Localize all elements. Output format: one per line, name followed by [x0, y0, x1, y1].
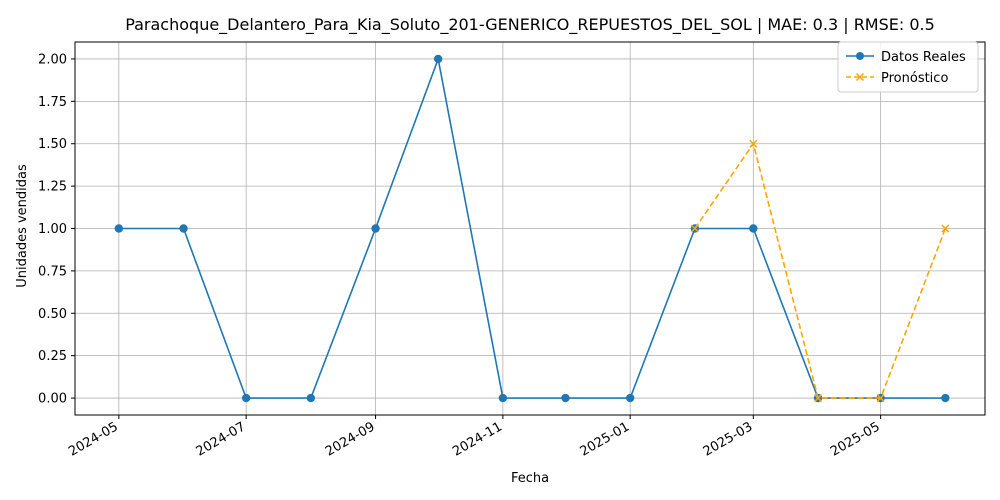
x-tick-label: 2024-07 [194, 419, 249, 459]
data-point-datos-reales [625, 393, 635, 403]
data-point-datos-reales [371, 224, 380, 233]
x-tick-label: 2025-05 [828, 419, 883, 459]
y-tick-label: 1.75 [38, 95, 67, 110]
data-point-datos-reales [306, 393, 316, 403]
y-tick-label: 1.50 [38, 137, 67, 152]
data-point-datos-reales [114, 224, 124, 233]
legend-label-datos-reales: Datos Reales [881, 50, 966, 65]
legend-box [837, 41, 979, 93]
data-point-datos-reales [179, 224, 188, 233]
x-tick-label: 2025-01 [578, 419, 633, 459]
data-point-pronostico [813, 394, 823, 403]
series-line-datos-reales [118, 55, 946, 399]
x-axis-label: Fecha [511, 471, 549, 486]
x-tick-label: 2024-05 [66, 419, 121, 459]
data-point-datos-reales [433, 54, 443, 64]
x-tick-label: 2024-09 [323, 419, 378, 459]
y-axis-ticks: 0.00 0.25 0.50 0.75 1.00 1.25 1.50 1.75 2.00 [38, 52, 75, 407]
chart-title: Parachoque_Delantero_Para_Kia_Soluto_201… [125, 15, 935, 35]
y-axis-label: Unidades vendidas [15, 164, 30, 288]
data-point-datos-reales [749, 224, 758, 233]
legend-marker-pronostico [855, 72, 865, 82]
data-point-datos-reales [561, 393, 570, 403]
data-point-datos-reales [498, 393, 508, 403]
grid [75, 42, 985, 415]
data-point-pronostico [749, 139, 758, 148]
y-tick-label: 1.25 [38, 180, 67, 195]
y-tick-label: 0.50 [38, 307, 67, 322]
series-layer [114, 54, 950, 403]
legend-marker-datos-reales [856, 52, 864, 60]
y-tick-label: 0.75 [38, 264, 67, 279]
data-point-datos-reales [941, 393, 950, 403]
x-tick-label: 2025-03 [701, 419, 756, 459]
data-point-pronostico [876, 394, 885, 403]
y-tick-label: 0.00 [38, 392, 67, 407]
data-point-pronostico [690, 224, 699, 233]
data-point-pronostico [941, 224, 950, 233]
y-tick-label: 0.25 [38, 349, 67, 364]
x-axis-ticks: 2024-05 2024-07 2024-09 2024-11 2025-01 2025-… [66, 415, 883, 460]
data-point-datos-reales [241, 393, 251, 403]
y-tick-label: 2.00 [38, 52, 67, 67]
legend: Datos Reales Pronóstico [837, 41, 979, 93]
x-tick-label: 2024-11 [450, 419, 505, 459]
y-tick-label: 1.00 [38, 222, 67, 237]
legend-label-pronostico: Pronóstico [881, 71, 948, 86]
